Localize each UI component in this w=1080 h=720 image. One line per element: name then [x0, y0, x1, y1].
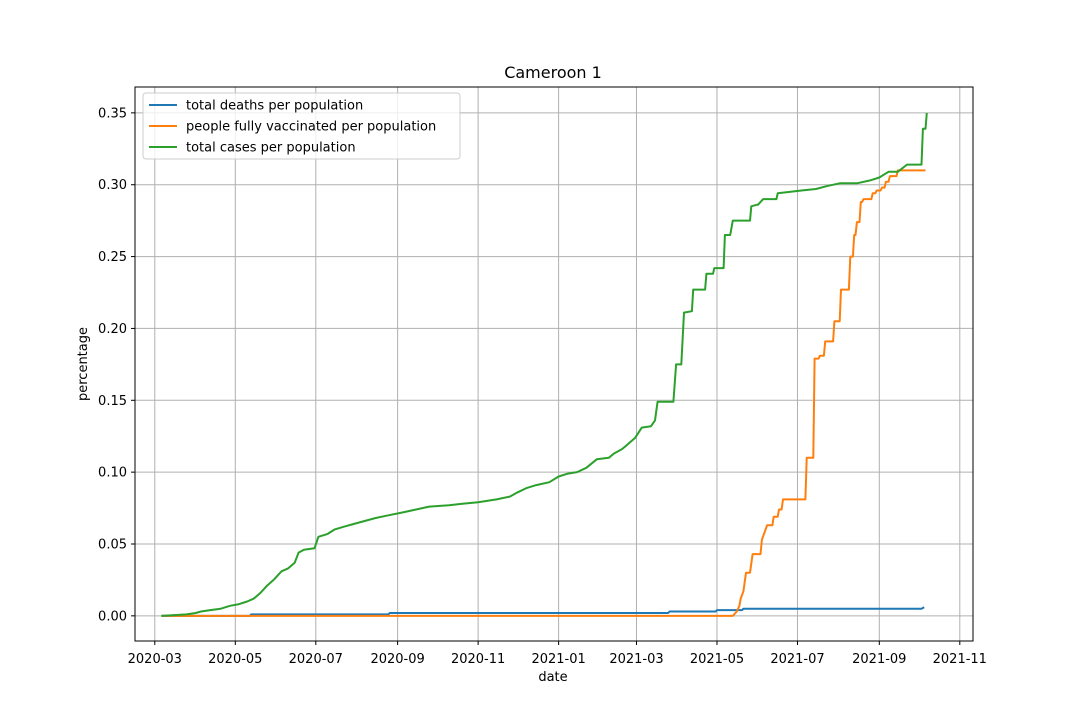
x-tick-label: 2021-01: [531, 652, 585, 667]
grid: [135, 87, 973, 641]
x-axis-label: date: [538, 670, 567, 685]
y-tick-label: 0.05: [98, 537, 127, 552]
series-line-total-deaths-per-population: [161, 606, 925, 617]
plot-frame: [134, 86, 974, 642]
x-tick-label: 2021-03: [609, 652, 663, 667]
x-tick-label: 2020-11: [451, 652, 505, 667]
x-tick-label: 2020-09: [370, 652, 424, 667]
x-tick-label: 2020-07: [289, 652, 343, 667]
series-line-total-cases-per-population: [161, 112, 928, 617]
y-axis-label: percentage: [76, 327, 91, 401]
y-tick-label: 0.30: [98, 178, 127, 193]
legend: total deaths per population people fully …: [142, 92, 461, 160]
series-layer: [161, 112, 928, 617]
legend-label: total cases per population: [186, 141, 356, 156]
y-tick-label: 0.35: [98, 106, 127, 121]
x-tick-label: 2020-05: [208, 652, 262, 667]
x-tick-label: 2021-07: [770, 652, 824, 667]
legend-box: [142, 92, 461, 160]
y-axis: 0.00 0.05 0.10 0.15 0.20 0.25 0.30 0.35: [98, 106, 135, 624]
series-line-people-fully-vaccinated-per-population: [161, 169, 926, 617]
x-axis: 2020-03 2020-05 2020-07 2020-09 2020-11 2021-…: [128, 641, 987, 667]
y-tick-label: 0.10: [98, 466, 127, 481]
legend-label: people fully vaccinated per population: [186, 120, 436, 135]
x-tick-label: 2021-05: [690, 652, 744, 667]
x-tick-label: 2020-03: [128, 652, 182, 667]
y-tick-label: 0.20: [98, 322, 127, 337]
legend-label: total deaths per population: [186, 99, 363, 114]
x-tick-label: 2021-11: [933, 652, 987, 667]
x-tick-label: 2021-09: [852, 652, 906, 667]
chart-title: Cameroon 1: [504, 63, 602, 82]
y-tick-label: 0.00: [98, 609, 127, 624]
y-tick-label: 0.25: [98, 250, 127, 265]
y-tick-label: 0.15: [98, 394, 127, 409]
